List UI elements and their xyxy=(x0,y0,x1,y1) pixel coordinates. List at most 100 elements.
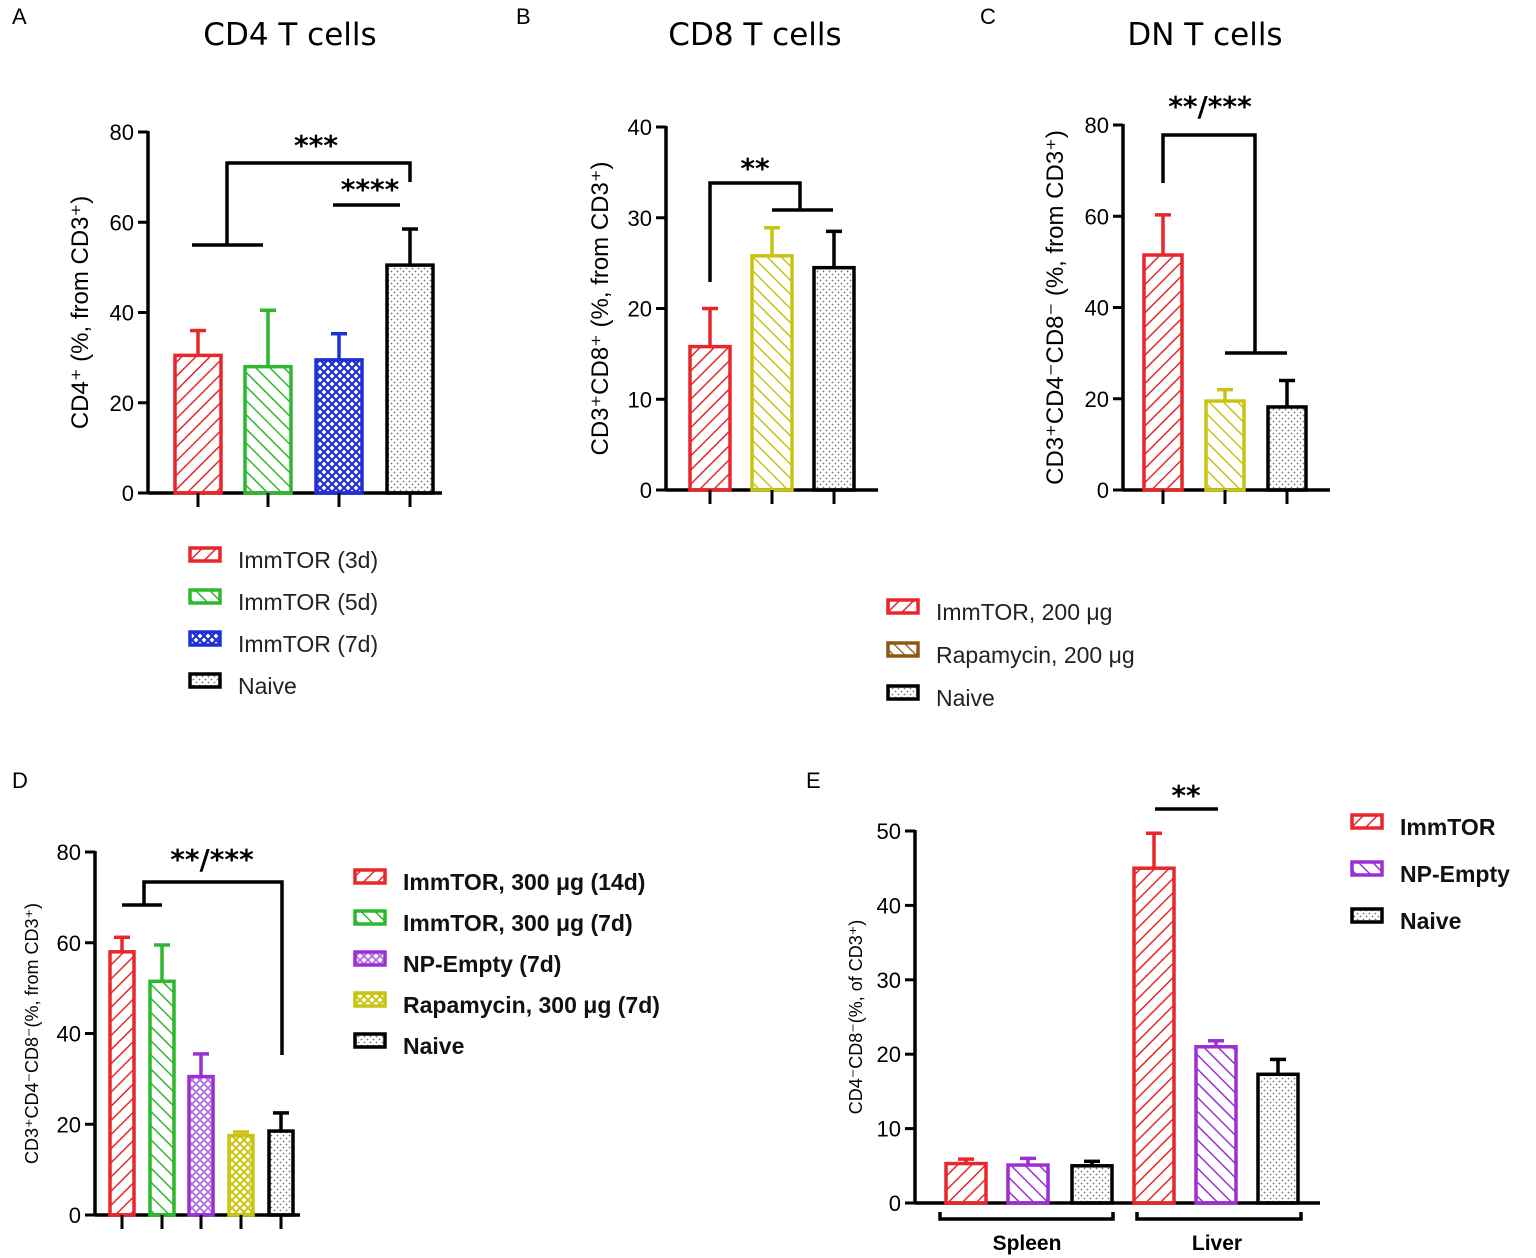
legend-swatch xyxy=(1350,860,1384,877)
legend-swatch xyxy=(353,909,387,926)
legend-swatch xyxy=(188,630,222,647)
y-tick-label: 10 xyxy=(877,1117,901,1142)
y-tick-label: 60 xyxy=(57,931,81,956)
legend-swatch xyxy=(1350,907,1384,924)
bar-a-1 xyxy=(243,364,293,495)
panel-label-d: D xyxy=(12,768,28,793)
y-axis-label: CD4⁺ (%, from CD3⁺) xyxy=(67,196,94,429)
legend-a-3: Naive xyxy=(238,673,297,699)
y-tick-label: 20 xyxy=(877,1042,901,1067)
sig-label-a-2: **** xyxy=(341,173,400,206)
sig-label-e: ** xyxy=(1171,779,1201,812)
legend-swatch xyxy=(188,588,222,605)
bar-e-liver-1 xyxy=(1194,1045,1238,1205)
y-tick-label: 80 xyxy=(57,840,81,865)
bar-e-spleen-2 xyxy=(1070,1164,1114,1205)
bar-e-liver-0 xyxy=(1132,866,1176,1205)
bar-d-3 xyxy=(227,1133,255,1217)
panel-label-e: E xyxy=(806,768,821,793)
panel-label-b: B xyxy=(516,4,531,29)
y-tick-label: 60 xyxy=(110,210,134,235)
legend-swatch xyxy=(188,672,222,689)
bar-c-0 xyxy=(1142,253,1184,492)
legend-e-2: Naive xyxy=(1400,908,1461,934)
bar-b-2 xyxy=(812,265,856,492)
y-tick-label: 0 xyxy=(122,481,134,506)
y-axis-label: CD3⁺CD4⁻CD8⁻ (%, from CD3⁺) xyxy=(1042,130,1069,485)
y-tick-label: 0 xyxy=(69,1203,81,1228)
bar-a-2 xyxy=(314,358,364,495)
bar-e-spleen-0 xyxy=(944,1161,988,1205)
y-tick-label: 30 xyxy=(628,206,652,231)
group-bracket-liver xyxy=(1135,1212,1303,1221)
panel-title-a: CD4 T cells xyxy=(203,17,376,53)
y-tick-label: 40 xyxy=(877,893,901,918)
panel-title-b: CD8 T cells xyxy=(668,17,841,53)
sig-bracket-b xyxy=(708,181,802,282)
y-tick-label: 60 xyxy=(1085,204,1109,229)
legend-swatch xyxy=(353,1032,387,1049)
sig-label-a-1: *** xyxy=(294,129,338,162)
legend-swatch xyxy=(886,684,920,701)
y-axis-label: CD4⁻CD8⁻(%, of CD3⁺) xyxy=(846,920,866,1115)
y-axis-label: CD3⁺CD4⁻CD8⁻(%, from CD3⁺) xyxy=(22,903,42,1164)
y-tick-label: 20 xyxy=(1085,387,1109,412)
bar-b-1 xyxy=(750,254,794,492)
bar-d-0 xyxy=(108,950,136,1217)
legend-e-0: ImmTOR xyxy=(1400,814,1496,840)
bar-d-4 xyxy=(267,1129,295,1217)
y-tick-label: 30 xyxy=(877,968,901,993)
legend-swatch xyxy=(886,598,920,615)
sig-label-d: **/*** xyxy=(170,843,254,876)
legend-a-0: ImmTOR (3d) xyxy=(238,547,378,573)
legend-bc-0: ImmTOR, 200 μg xyxy=(936,599,1112,625)
legend-d-1: ImmTOR, 300 μg (7d) xyxy=(403,910,633,936)
y-tick-label: 80 xyxy=(1085,113,1109,138)
group-label-spleen: Spleen xyxy=(993,1232,1062,1255)
group-bracket-spleen xyxy=(938,1212,1115,1221)
y-tick-label: 20 xyxy=(110,391,134,416)
bar-c-2 xyxy=(1266,405,1308,492)
legend-e-1: NP-Empty xyxy=(1400,861,1510,887)
sig-label-b: ** xyxy=(740,152,770,185)
legend-swatch xyxy=(353,868,387,885)
legend-a-1: ImmTOR (5d) xyxy=(238,589,378,615)
legend-a-2: ImmTOR (7d) xyxy=(238,631,378,657)
bar-e-liver-2 xyxy=(1256,1072,1300,1205)
panel-label-c: C xyxy=(980,4,996,29)
legend-d-3: Rapamycin, 300 μg (7d) xyxy=(403,992,660,1018)
sig-bracket-a-1 xyxy=(225,161,412,245)
bar-d-2 xyxy=(187,1074,215,1217)
bar-d-1 xyxy=(148,979,176,1217)
legend-d-2: NP-Empty (7d) xyxy=(403,951,561,977)
bar-e-spleen-1 xyxy=(1006,1163,1050,1205)
y-tick-label: 0 xyxy=(1097,478,1109,503)
legend-d-4: Naive xyxy=(403,1033,464,1059)
y-tick-label: 40 xyxy=(110,301,134,326)
y-axis-label: CD3⁺CD8⁺ (%, from CD3⁺) xyxy=(587,161,614,455)
y-tick-label: 50 xyxy=(877,819,901,844)
y-tick-label: 80 xyxy=(110,120,134,145)
y-tick-label: 40 xyxy=(628,115,652,140)
legend-bc-1: Rapamycin, 200 μg xyxy=(936,642,1135,668)
bar-b-0 xyxy=(688,344,732,492)
legend-swatch xyxy=(353,991,387,1008)
legend-d-0: ImmTOR, 300 μg (14d) xyxy=(403,869,645,895)
bar-a-3 xyxy=(385,263,435,495)
sig-label-c: **/*** xyxy=(1168,90,1252,123)
y-tick-label: 20 xyxy=(628,297,652,322)
sig-bracket-d xyxy=(142,880,284,1055)
legend-swatch xyxy=(353,950,387,967)
y-tick-label: 0 xyxy=(889,1191,901,1216)
bar-a-0 xyxy=(173,353,223,495)
y-tick-label: 20 xyxy=(57,1112,81,1137)
panel-label-a: A xyxy=(12,4,27,29)
sig-bracket-c xyxy=(1161,133,1257,353)
panel-title-c: DN T cells xyxy=(1127,17,1282,53)
y-tick-label: 40 xyxy=(1085,296,1109,321)
y-tick-label: 10 xyxy=(628,387,652,412)
legend-swatch xyxy=(188,546,222,563)
legend-bc-2: Naive xyxy=(936,685,995,711)
y-tick-label: 40 xyxy=(57,1022,81,1047)
